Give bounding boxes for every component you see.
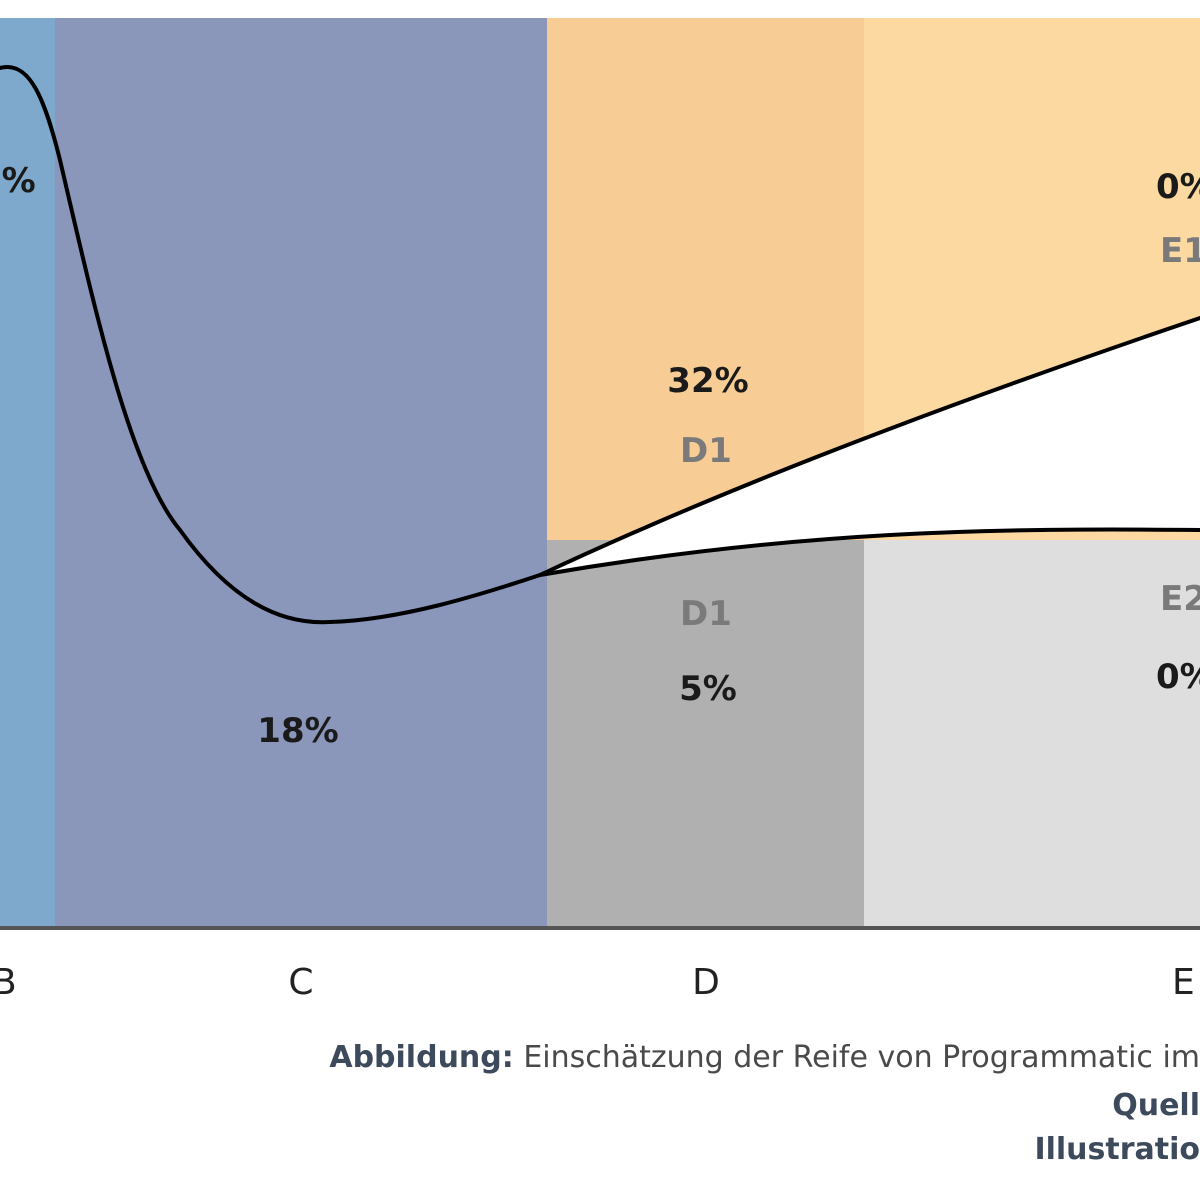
tick-c: C [288,962,313,1003]
pct-e1: 0% [1156,167,1200,207]
tick-b: B [0,962,17,1003]
tick-d: D [692,962,720,1003]
pct-c: 18% [257,711,338,751]
label-e2: E2 [1160,579,1200,619]
lower-branch-curve [538,527,1200,577]
maturity-chart: 0% 18% 32% D1 D1 5% 0% E1 E2 0% B C D E [0,18,1200,1003]
branch-gap [540,318,1200,575]
pct-e2: 0% [1156,657,1200,697]
curves [0,65,1200,625]
segment-labels: 0% 18% 32% D1 D1 5% 0% E1 E2 0% [0,161,1200,751]
pct-d1-lower: 5% [679,669,737,709]
stage-bands [0,18,1200,928]
main-curve [0,65,542,625]
caption-text: Einschätzung der Reife von Programmatic … [523,1040,1200,1075]
band-b [0,18,55,928]
tick-e: E [1172,962,1195,1003]
x-axis-tick-labels: B C D E [0,962,1195,1003]
pct-d1-upper: 32% [667,361,748,401]
figure-caption: Abbildung: Einschätzung der Reife von Pr… [329,1040,1200,1075]
label-d1-lower: D1 [680,594,732,634]
pct-b: 0% [0,161,36,201]
caption-illustration: Illustratio [1034,1132,1200,1167]
label-d1-upper: D1 [680,431,732,471]
upper-branch-curve [538,316,1200,577]
caption-prefix: Abbildung: [329,1040,514,1075]
label-e1: E1 [1160,231,1200,271]
band-c [55,18,547,928]
caption-source: Quell [1112,1088,1200,1123]
band-e2-lower [864,540,1200,928]
band-d1-lower [547,540,864,928]
